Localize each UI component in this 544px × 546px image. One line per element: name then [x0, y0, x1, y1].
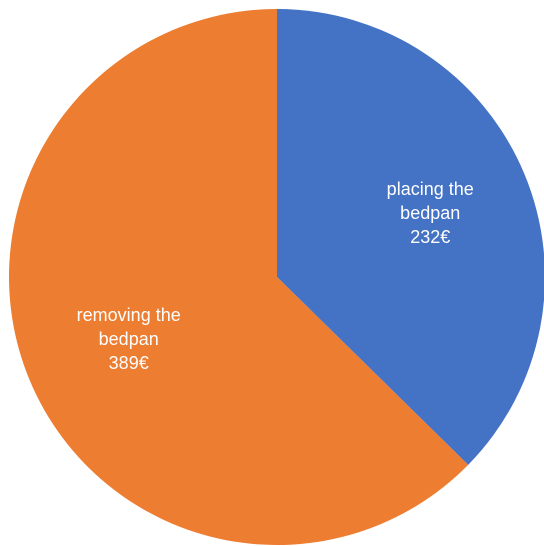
slice-label-removing-line2: bedpan — [98, 329, 159, 350]
slice-label-placing: placing the bedpan 232€ — [387, 177, 474, 249]
slice-label-removing-line1: removing the — [76, 305, 181, 326]
slice-label-removing: removing the bedpan 389€ — [77, 303, 181, 375]
slice-value-placing: 232€ — [410, 226, 451, 247]
slice-label-placing-line2: bedpan — [400, 202, 461, 223]
pie-slice-placing — [277, 9, 544, 465]
slice-value-removing: 389€ — [108, 353, 149, 374]
pie-slice-removing — [8, 9, 469, 545]
slice-label-placing-line1: placing the — [386, 178, 474, 199]
